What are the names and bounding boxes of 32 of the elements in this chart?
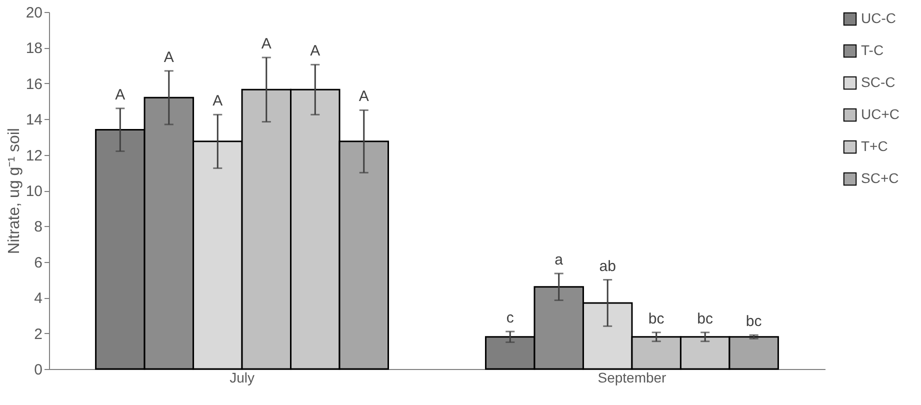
y-tick-label: 18 — [26, 40, 42, 58]
y-tick-label: 2 — [34, 326, 42, 343]
data-label: bc — [746, 313, 762, 330]
y-axis-title: Nitrate, ug g⁻¹ soil — [6, 128, 23, 254]
legend-label: UC-C — [861, 10, 896, 26]
data-label: a — [554, 252, 564, 269]
y-tick-label: 20 — [26, 4, 42, 22]
y-tick-label: 10 — [26, 183, 42, 200]
x-tick-label: September — [598, 370, 667, 386]
y-tick-label: 16 — [26, 76, 42, 93]
legend-label: T-C — [861, 42, 884, 58]
y-tick-label: 8 — [34, 218, 42, 236]
data-label: bc — [648, 310, 665, 328]
data-label: A — [310, 42, 320, 60]
y-tick-label: 12 — [26, 147, 42, 164]
data-label: bc — [697, 310, 714, 328]
legend-label: SC-C — [861, 74, 896, 90]
data-label: A — [358, 88, 369, 106]
legend-label: T+C — [861, 138, 888, 154]
y-tick-label: 4 — [34, 290, 42, 308]
data-label: A — [261, 36, 272, 53]
y-tick-label: 0 — [34, 362, 42, 378]
data-label: c — [506, 310, 514, 327]
legend-label: UC+C — [861, 106, 900, 122]
y-tick-label: 6 — [34, 254, 42, 272]
x-tick-label: July — [230, 370, 254, 386]
y-tick-label: 14 — [26, 112, 42, 129]
legend-label: SC+C — [861, 170, 899, 186]
data-label: A — [115, 86, 126, 104]
data-label: A — [164, 48, 174, 66]
data-label: ab — [599, 258, 616, 275]
data-label: A — [212, 92, 223, 110]
